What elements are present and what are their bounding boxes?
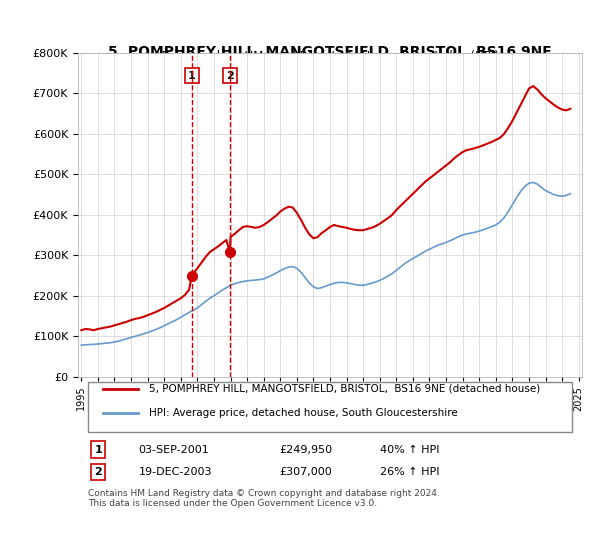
Text: 1: 1 — [188, 71, 196, 81]
Text: 1: 1 — [94, 445, 102, 455]
Text: Price paid vs. HM Land Registry's House Price Index (HPI): Price paid vs. HM Land Registry's House … — [161, 50, 499, 63]
FancyBboxPatch shape — [88, 382, 572, 432]
Text: £249,950: £249,950 — [280, 445, 333, 455]
Text: 2: 2 — [226, 71, 234, 81]
Text: Contains HM Land Registry data © Crown copyright and database right 2024.
This d: Contains HM Land Registry data © Crown c… — [88, 488, 440, 508]
Text: £307,000: £307,000 — [280, 467, 332, 477]
Text: HPI: Average price, detached house, South Gloucestershire: HPI: Average price, detached house, Sout… — [149, 408, 457, 418]
Text: 40% ↑ HPI: 40% ↑ HPI — [380, 445, 440, 455]
Text: 2: 2 — [94, 467, 102, 477]
Text: 5, POMPHREY HILL, MANGOTSFIELD, BRISTOL,  BS16 9NE (detached house): 5, POMPHREY HILL, MANGOTSFIELD, BRISTOL,… — [149, 384, 540, 394]
Text: 5, POMPHREY HILL, MANGOTSFIELD, BRISTOL, BS16 9NE: 5, POMPHREY HILL, MANGOTSFIELD, BRISTOL,… — [108, 45, 552, 59]
Text: 03-SEP-2001: 03-SEP-2001 — [139, 445, 209, 455]
Text: 26% ↑ HPI: 26% ↑ HPI — [380, 467, 440, 477]
Text: 19-DEC-2003: 19-DEC-2003 — [139, 467, 212, 477]
